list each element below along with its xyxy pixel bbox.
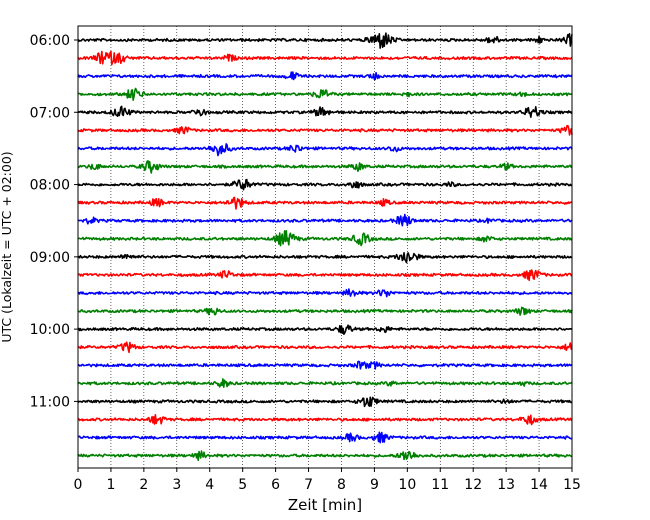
x-tick-label: 9 — [370, 477, 379, 493]
seismic-trace — [77, 32, 573, 49]
seismic-trace — [77, 306, 573, 316]
seismic-trace — [77, 50, 573, 66]
y-tick-label: 09:00 — [30, 250, 70, 266]
x-tick-label: 12 — [464, 477, 482, 493]
seismic-trace — [77, 143, 573, 157]
seismic-trace — [77, 160, 573, 174]
seismic-trace — [77, 124, 573, 136]
x-tick-label: 8 — [337, 477, 346, 493]
seismic-trace — [77, 378, 573, 389]
y-axis-label: UTC (Lokalzeit = UTC + 02:00) — [0, 151, 14, 342]
y-axis: 06:00 07:00 08:00 09:00 10:00 11:00 — [30, 33, 78, 410]
seismic-trace — [77, 450, 573, 462]
x-tick-label: 10 — [398, 477, 416, 493]
x-tick-label: 15 — [563, 477, 581, 493]
seismic-trace — [77, 105, 573, 118]
x-tick-label: 5 — [238, 477, 247, 493]
seismic-trace — [77, 269, 573, 282]
seismic-trace — [77, 213, 573, 227]
y-tick-label: 07:00 — [30, 105, 70, 121]
y-tick-label: 10:00 — [30, 322, 70, 338]
x-tick-label: 3 — [172, 477, 181, 493]
x-tick-label: 6 — [271, 477, 280, 493]
x-tick-label: 13 — [497, 477, 515, 493]
seismic-trace — [77, 360, 573, 370]
x-axis-label: Zeit [min] — [288, 496, 362, 514]
x-tick-label: 11 — [431, 477, 449, 493]
seismic-trace — [77, 196, 573, 210]
y-tick-label: 11:00 — [30, 394, 70, 410]
seismic-trace — [77, 414, 573, 426]
seismic-trace — [77, 324, 573, 336]
y-tick-label: 08:00 — [30, 178, 70, 194]
seismic-trace — [77, 396, 573, 408]
seismic-trace — [77, 178, 573, 191]
seismic-trace — [77, 431, 573, 444]
trace-group — [77, 32, 573, 462]
y-tick-label: 06:00 — [30, 33, 70, 49]
seismic-trace — [77, 341, 573, 354]
seismic-trace — [77, 288, 573, 298]
x-tick-label: 0 — [74, 477, 83, 493]
seismic-trace — [77, 252, 573, 264]
x-tick-label: 7 — [304, 477, 313, 493]
x-axis: 0 1 2 3 4 5 6 7 8 9 10 11 12 13 14 15 — [74, 468, 581, 493]
x-tick-label: 2 — [139, 477, 148, 493]
seismic-trace — [77, 87, 573, 101]
x-tick-label: 14 — [530, 477, 548, 493]
x-tick-label: 4 — [205, 477, 214, 493]
seismic-trace — [77, 71, 573, 81]
x-tick-label: 1 — [106, 477, 115, 493]
plot-frame — [77, 25, 573, 469]
seismic-trace — [77, 230, 573, 247]
